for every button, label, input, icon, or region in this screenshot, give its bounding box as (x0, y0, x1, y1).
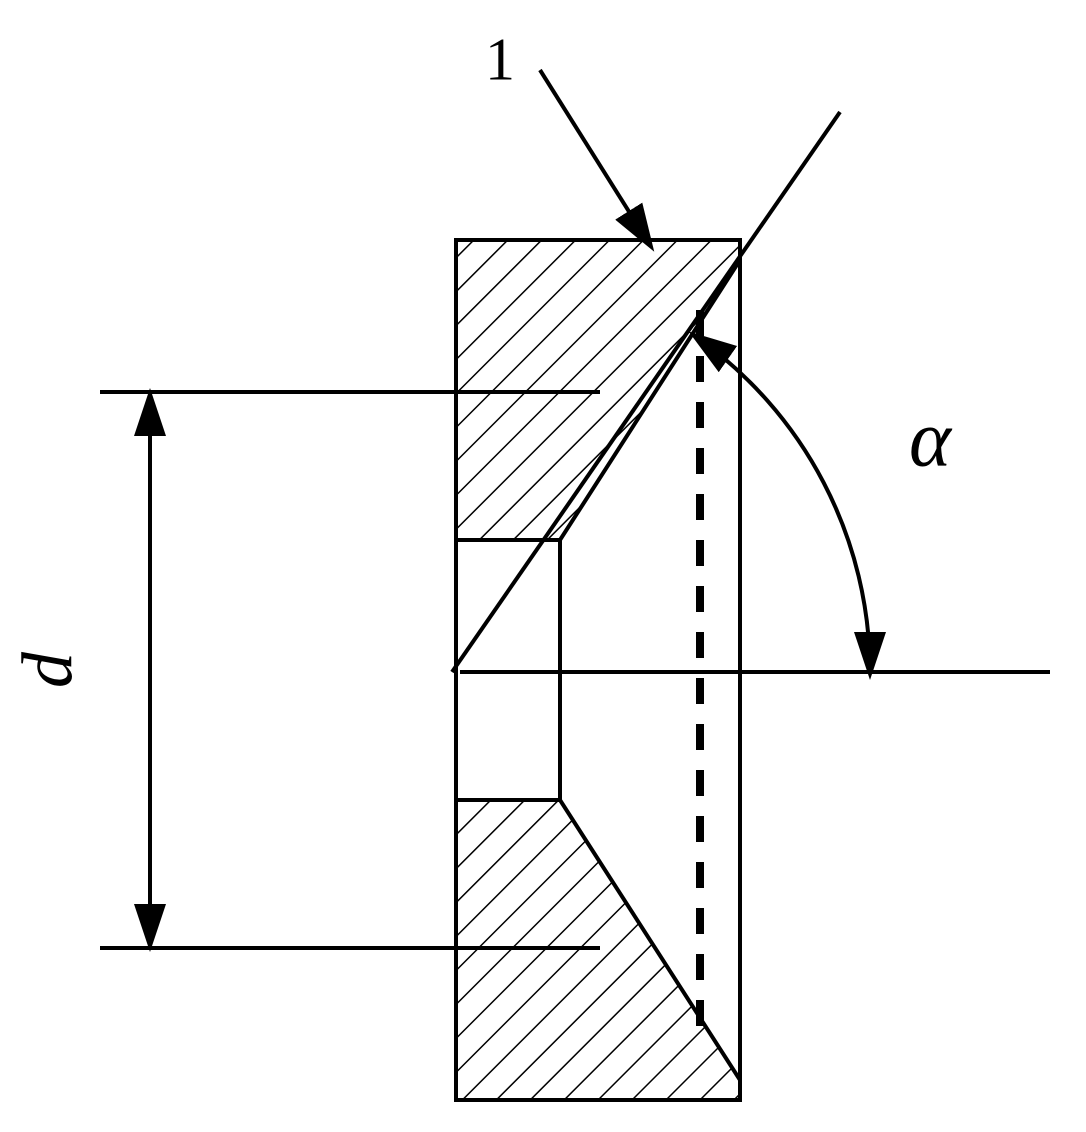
technical-drawing: d α 1 (0, 0, 1086, 1132)
angle-alpha-label: α (909, 395, 951, 486)
callout-1-label: 1 (485, 26, 515, 95)
dimension-d-label: d (7, 652, 90, 688)
